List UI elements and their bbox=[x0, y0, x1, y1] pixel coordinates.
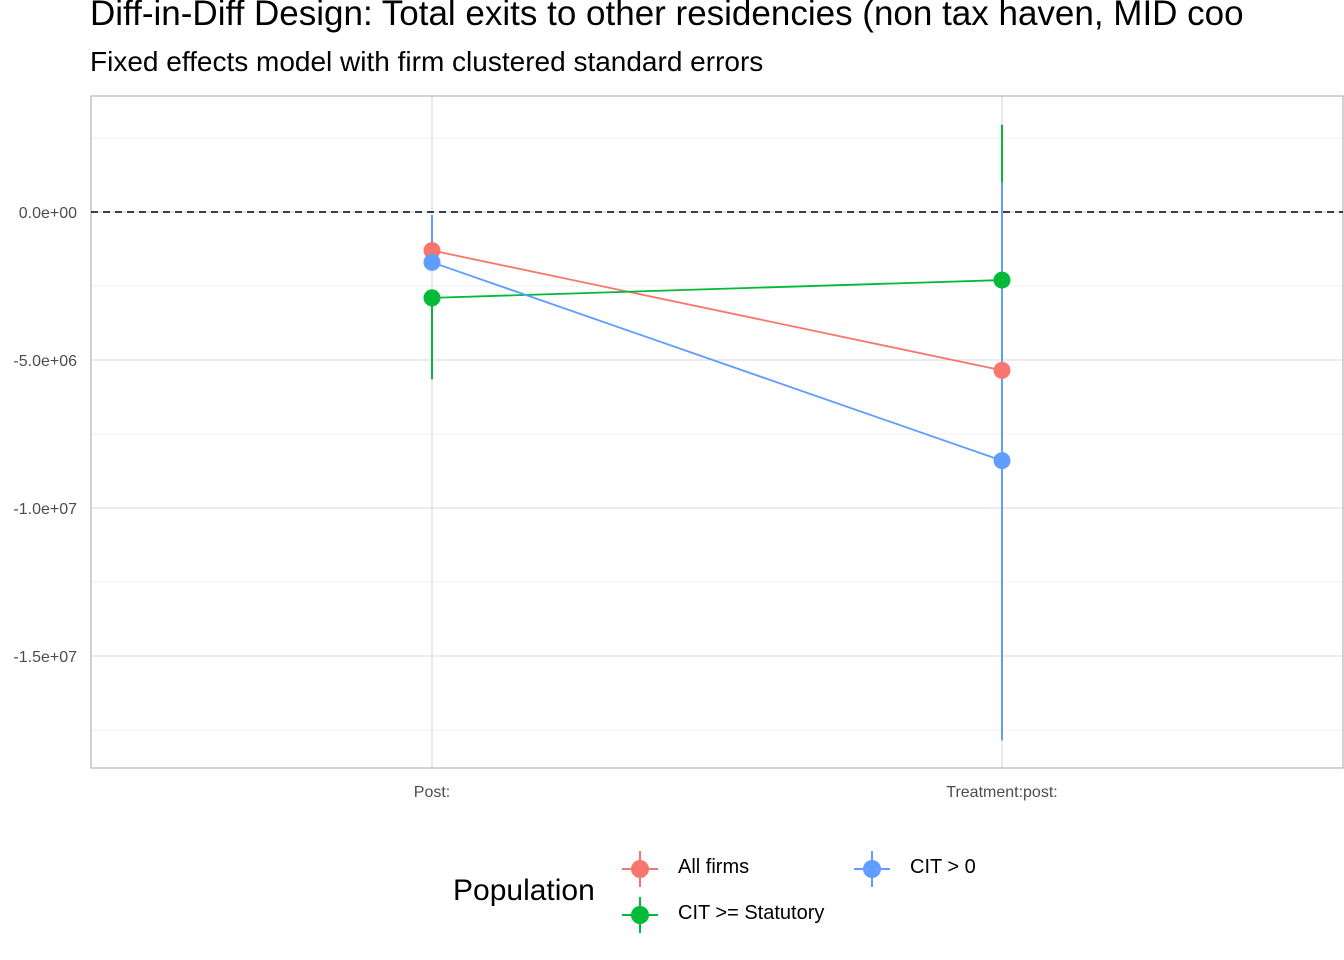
legend-key-point bbox=[863, 860, 881, 878]
data-point bbox=[993, 271, 1011, 289]
x-tick-label: Post: bbox=[414, 784, 450, 801]
chart-title: Diff-in-Diff Design: Total exits to othe… bbox=[90, 0, 1244, 33]
panel-border bbox=[90, 95, 1344, 769]
y-tick-label: -1.0e+07 bbox=[13, 501, 77, 518]
data-point bbox=[993, 452, 1011, 470]
data-point bbox=[423, 253, 441, 271]
legend-label: CIT >= Statutory bbox=[678, 902, 825, 924]
data-point bbox=[423, 241, 441, 259]
legend-title: Population bbox=[453, 874, 595, 907]
data-point bbox=[993, 361, 1011, 379]
y-tick-label: 0.0e+00 bbox=[19, 205, 77, 222]
series-line bbox=[431, 279, 1003, 299]
x-tick-label: Treatment:post: bbox=[946, 784, 1057, 801]
legend-label: CIT > 0 bbox=[910, 856, 976, 878]
legend-key-point bbox=[631, 860, 649, 878]
y-tick-label: -1.5e+07 bbox=[13, 649, 77, 666]
chart-subtitle: Fixed effects model with firm clustered … bbox=[90, 46, 764, 77]
y-tick-label: -5.0e+06 bbox=[13, 353, 77, 370]
legend-label: All firms bbox=[678, 856, 750, 878]
legend-key-point bbox=[631, 906, 649, 924]
series-line bbox=[431, 261, 1003, 462]
data-point bbox=[423, 289, 441, 307]
series-line bbox=[431, 249, 1003, 372]
